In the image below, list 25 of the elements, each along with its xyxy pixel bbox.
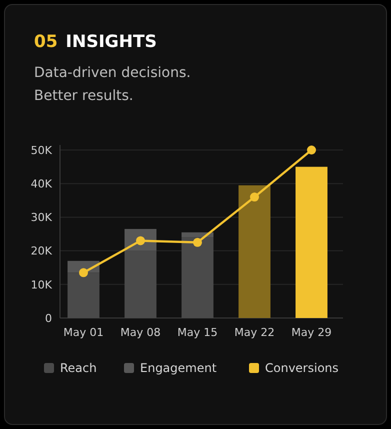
legend-label: Reach — [60, 361, 97, 376]
x-tick-label: May 08 — [120, 326, 161, 339]
bar — [296, 166, 328, 318]
x-tick-label: May 29 — [291, 326, 332, 339]
bar — [182, 237, 214, 318]
bar — [68, 272, 100, 318]
bar — [238, 185, 270, 318]
chart-subtitle: Data-driven decisions. Better results. — [34, 65, 191, 104]
y-tick-label: 20K — [30, 244, 53, 258]
y-tick-label: 50K — [30, 144, 53, 157]
chart-title: 05 INSIGHTS — [34, 32, 157, 52]
y-tick-label: 40K — [30, 177, 53, 190]
x-tick-label: May 01 — [63, 326, 104, 339]
y-tick-label: 0 — [45, 312, 52, 325]
bar — [124, 250, 156, 318]
y-tick-label: 10K — [30, 278, 53, 292]
point — [307, 146, 316, 154]
point — [79, 268, 88, 278]
y-tick-label: 30K — [30, 211, 53, 224]
point — [193, 238, 202, 247]
legend-label: Conversions — [265, 361, 339, 376]
point — [250, 192, 259, 202]
legend-label: Engagement — [140, 361, 217, 376]
x-tick-label: May 22 — [234, 326, 275, 339]
x-tick-label: May 15 — [177, 326, 218, 339]
